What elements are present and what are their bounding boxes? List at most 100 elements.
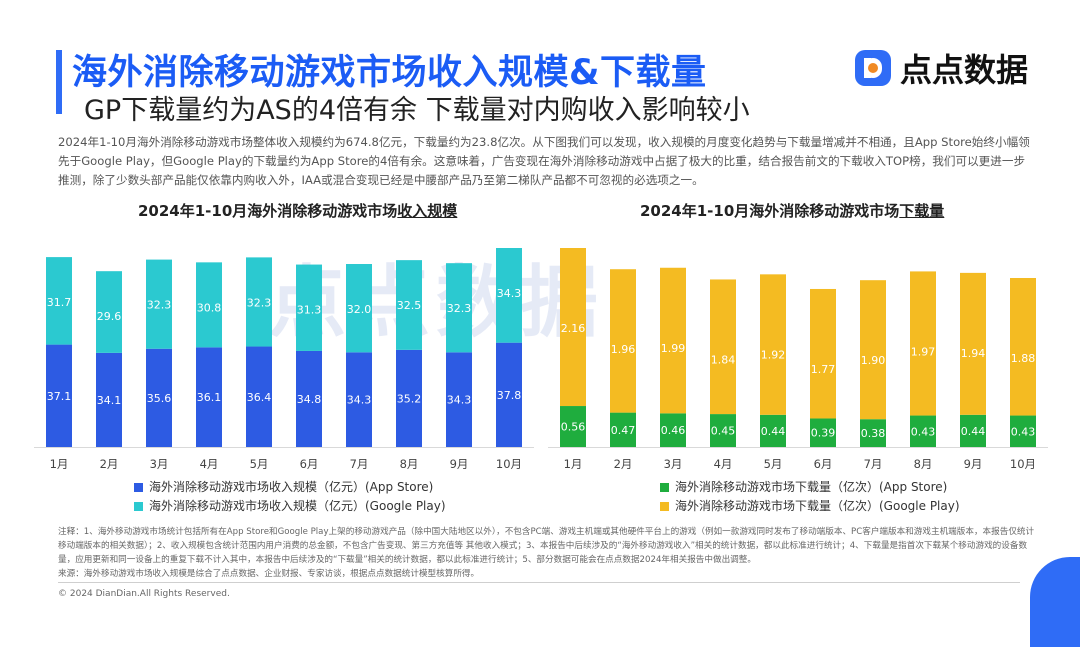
bar-app-store <box>196 347 222 447</box>
downloads-chart-title-underlined: 下载量 <box>899 202 945 220</box>
bar-google-play <box>346 264 372 353</box>
downloads-chart-legend: 海外消除移动游戏市场下载量（亿次）(App Store) 海外消除移动游戏市场下… <box>660 478 960 516</box>
bar-app-store <box>46 344 72 447</box>
data-label: 2.16 <box>561 322 586 335</box>
data-label: 32.0 <box>347 303 372 316</box>
bar-app-store <box>146 348 172 447</box>
bar-app-store <box>396 349 422 447</box>
x-tick-label: 4月 <box>714 457 733 471</box>
data-label: 34.1 <box>97 394 122 407</box>
bar-app-store <box>810 418 836 447</box>
bar-google-play <box>1010 277 1036 416</box>
x-tick-label: 10月 <box>496 457 522 471</box>
revenue-stacked-bar-chart: 37.1 31.7 1月 34.1 29.6 2月 35.6 32.3 3月 36.1 30.8 4月… <box>34 248 534 471</box>
data-label: 0.45 <box>711 425 736 438</box>
data-label: 0.47 <box>611 424 636 437</box>
intro-paragraph: 2024年1-10月海外消除移动游戏市场整体收入规模约为674.8亿元，下载量约… <box>58 135 1030 187</box>
data-label: 32.3 <box>447 302 472 315</box>
bar-app-store <box>610 412 636 447</box>
revenue-chart-title-prefix: 2024年1-10月海外消除移动游戏市场 <box>138 202 398 220</box>
data-label: 34.8 <box>297 393 322 406</box>
data-label: 0.39 <box>811 427 836 440</box>
bar-google-play <box>760 274 786 415</box>
x-tick-label: 7月 <box>864 457 883 471</box>
bar-google-play <box>446 263 472 353</box>
data-label: 31.7 <box>47 296 72 309</box>
revenue-chart-legend: 海外消除移动游戏市场收入规模（亿元）(App Store) 海外消除移动游戏市场… <box>134 478 446 516</box>
x-tick-label: 5月 <box>250 457 269 471</box>
data-label: 1.96 <box>611 343 636 356</box>
bar-app-store <box>246 346 272 447</box>
bar-google-play <box>710 279 736 415</box>
bar-app-store <box>960 414 986 447</box>
x-tick-label: 1月 <box>50 457 69 471</box>
bar-app-store <box>710 414 736 447</box>
x-tick-label: 7月 <box>350 457 369 471</box>
legend-swatch-app-store <box>134 483 143 492</box>
x-tick-label: 8月 <box>400 457 419 471</box>
bar-app-store <box>96 352 122 447</box>
data-label: 1.88 <box>1011 352 1036 365</box>
legend-item-google-play-revenue: 海外消除移动游戏市场收入规模（亿元）(Google Play) <box>134 497 446 516</box>
legend-label: 海外消除移动游戏市场下载量（亿次）(Google Play) <box>675 499 960 513</box>
downloads-stacked-bar-chart: 0.56 2.16 1月 0.47 1.96 2月 0.46 1.99 3月 0.45 1.84 4月… <box>548 248 1048 471</box>
bar-app-store <box>1010 415 1036 447</box>
x-tick-label: 5月 <box>764 457 783 471</box>
data-label: 0.38 <box>861 427 886 440</box>
data-label: 0.44 <box>761 425 786 438</box>
bar-google-play <box>46 257 72 345</box>
x-tick-label: 8月 <box>914 457 933 471</box>
data-label: 1.97 <box>911 345 936 358</box>
bar-app-store <box>560 406 586 447</box>
notes-text: 注释：1、海外移动游戏市场统计包括所有在App Store和Google Pla… <box>58 527 1035 565</box>
data-label: 0.43 <box>911 425 936 438</box>
footnotes: 注释：1、海外移动游戏市场统计包括所有在App Store和Google Pla… <box>58 525 1038 581</box>
brand-logo: 点点数据 <box>852 46 1028 90</box>
downloads-chart-title: 2024年1-10月海外消除移动游戏市场下载量 <box>640 200 944 221</box>
bar-google-play <box>960 272 986 415</box>
source-text: 来源：海外移动游戏市场收入规模是综合了点点数据、企业财报、专家访谈，根据点点数据… <box>58 569 480 579</box>
data-label: 32.3 <box>147 299 172 312</box>
bar-google-play <box>560 248 586 407</box>
bar-app-store <box>760 414 786 447</box>
data-label: 0.43 <box>1011 425 1036 438</box>
data-label: 37.8 <box>497 389 522 402</box>
data-label: 1.99 <box>661 342 686 355</box>
x-tick-label: 3月 <box>664 457 683 471</box>
x-tick-label: 1月 <box>564 457 583 471</box>
data-label: 1.94 <box>961 347 986 360</box>
data-label: 32.3 <box>247 296 272 309</box>
x-tick-label: 2月 <box>100 457 119 471</box>
legend-swatch-google-play <box>660 502 669 511</box>
copyright: © 2024 DianDian.All Rights Reserved. <box>58 589 230 599</box>
bar-app-store <box>910 415 936 447</box>
bar-app-store <box>446 352 472 447</box>
bar-google-play <box>196 262 222 348</box>
data-label: 0.56 <box>561 421 586 434</box>
legend-label: 海外消除移动游戏市场下载量（亿次）(App Store) <box>675 480 948 494</box>
bar-google-play <box>496 248 522 343</box>
bar-google-play <box>910 271 936 416</box>
bar-app-store <box>660 413 686 447</box>
data-label: 30.8 <box>197 301 222 314</box>
data-label: 35.2 <box>397 392 422 405</box>
data-label: 0.46 <box>661 424 686 437</box>
diandian-logo-icon <box>855 50 891 86</box>
bar-app-store <box>860 419 886 447</box>
data-label: 34.3 <box>447 394 472 407</box>
page-title: 海外消除移动游戏市场收入规模&下载量 <box>72 53 707 93</box>
data-label: 0.44 <box>961 425 986 438</box>
data-label: 36.1 <box>197 391 222 404</box>
bar-google-play <box>296 264 322 351</box>
legend-swatch-google-play <box>134 502 143 511</box>
data-label: 29.6 <box>97 310 122 323</box>
data-label: 1.92 <box>761 348 786 361</box>
x-tick-label: 9月 <box>450 457 469 471</box>
logo-text: 点点数据 <box>900 51 1029 89</box>
bar-app-store <box>296 350 322 447</box>
revenue-chart-title: 2024年1-10月海外消除移动游戏市场收入规模 <box>138 200 457 221</box>
bar-google-play <box>810 288 836 419</box>
bar-google-play <box>246 257 272 347</box>
data-label: 31.3 <box>297 304 322 317</box>
x-tick-label: 3月 <box>150 457 169 471</box>
